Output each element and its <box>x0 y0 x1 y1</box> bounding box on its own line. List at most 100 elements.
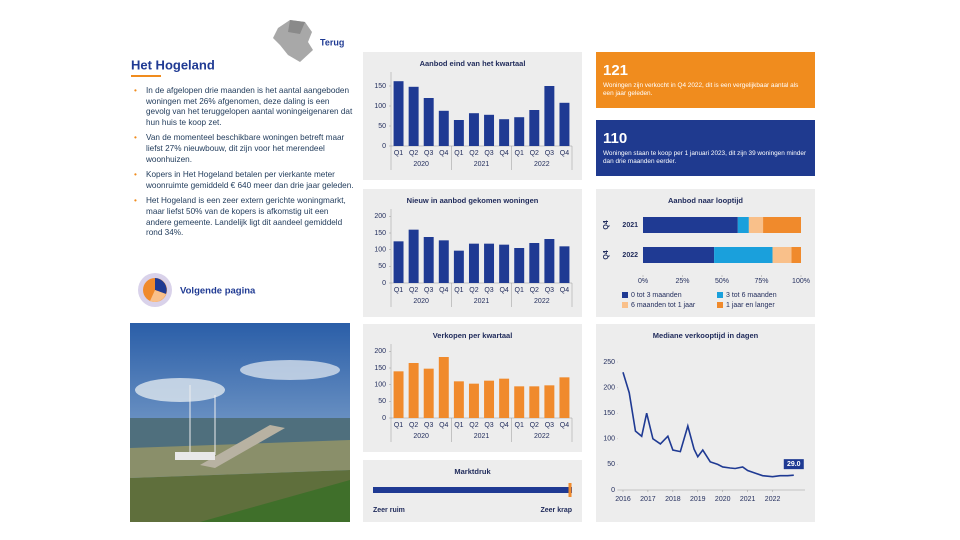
bullet: Van de momenteel beschikbare woningen be… <box>132 133 354 165</box>
back-link[interactable]: Terug <box>320 37 344 47</box>
bar <box>544 86 555 146</box>
x-tick-label: Q1 <box>515 287 524 294</box>
bar <box>423 98 434 146</box>
x-tick-label: Q1 <box>394 287 403 294</box>
y-tick-label: 150 <box>374 365 386 372</box>
chart-title: Nieuw in aanbod gekomen woningen <box>407 196 539 205</box>
kpi-text: Woningen staan te koop per 1 januari 202… <box>603 150 807 165</box>
kpi-text: Woningen zijn verkocht in Q4 2022, dit i… <box>603 82 799 97</box>
legend-swatch <box>622 292 628 298</box>
y-tick-label: 100 <box>374 382 386 389</box>
y-tick-label: 50 <box>378 263 386 270</box>
bullet-list: In de afgelopen drie maanden is het aant… <box>132 86 354 244</box>
y-tick-label: 200 <box>374 213 386 220</box>
bar <box>529 386 540 418</box>
bullet-text: In de afgelopen drie maanden is het aant… <box>146 86 353 127</box>
y-tick-label: 150 <box>603 410 615 417</box>
bar <box>484 380 495 418</box>
chart-title: Verkopen per kwartaal <box>433 331 513 340</box>
kpi-card: 121 Woningen zijn verkocht in Q4 2022, di… <box>596 52 815 108</box>
group-label: 2021 <box>474 161 490 168</box>
x-tick-label: Q3 <box>545 150 554 157</box>
bar <box>423 237 434 283</box>
x-tick-label: Q4 <box>499 287 508 294</box>
x-tick-label: Q3 <box>424 287 433 294</box>
x-tick-label: Q3 <box>424 150 433 157</box>
bullet-text: Kopers in Het Hogeland betalen per vierk… <box>146 170 354 190</box>
x-tick-label: Q1 <box>515 422 524 429</box>
bar <box>438 110 449 146</box>
x-tick-label: Q1 <box>515 150 524 157</box>
x-tick-label: Q1 <box>454 287 463 294</box>
line <box>622 372 794 478</box>
group-label: 2020 <box>413 161 429 168</box>
bar <box>514 386 525 418</box>
next-link[interactable]: Volgende pagina <box>180 286 256 297</box>
bar <box>393 241 404 283</box>
bar <box>484 243 495 283</box>
x-tick-label: 75% <box>754 278 768 285</box>
y-tick-label: 100 <box>374 247 386 254</box>
bar <box>559 377 570 418</box>
row-prefix: Q4 <box>603 250 610 259</box>
x-tick-label: Q1 <box>454 150 463 157</box>
page-title: Het Hogeland <box>131 57 215 72</box>
x-tick-label: Q4 <box>439 150 448 157</box>
x-tick-label: Q2 <box>530 150 539 157</box>
x-tick-label: Q2 <box>409 287 418 294</box>
y-tick-label: 200 <box>603 384 615 391</box>
kpi-card: 110 Woningen staan te koop per 1 januari … <box>596 120 815 176</box>
panel <box>596 324 815 522</box>
next-icon[interactable] <box>138 273 172 307</box>
legend-label: 6 maanden tot 1 jaar <box>631 302 696 309</box>
bar-segment <box>714 247 773 263</box>
bar <box>453 381 464 418</box>
x-tick-label: Q1 <box>394 150 403 157</box>
bar <box>559 102 570 146</box>
x-tick-label: 2020 <box>715 496 731 503</box>
x-tick-label: Q3 <box>424 422 433 429</box>
x-tick-label: 2022 <box>765 496 781 503</box>
bar <box>408 229 419 283</box>
y-tick-label: 0 <box>611 487 615 494</box>
bar-segment <box>763 217 801 233</box>
map-icon[interactable] <box>273 20 313 62</box>
bar <box>499 119 510 146</box>
bullet-text: Het Hogeland is een zeer extern gerichte… <box>146 196 346 238</box>
x-tick-label: Q4 <box>560 150 569 157</box>
bar-segment <box>748 217 764 233</box>
x-tick-label: 2021 <box>740 496 756 503</box>
legend-label: 1 jaar en langer <box>726 302 775 309</box>
y-tick-label: 50 <box>607 461 615 468</box>
row-label: 2021 <box>622 222 638 229</box>
x-tick-label: Q3 <box>545 422 554 429</box>
bar <box>484 114 495 146</box>
chart-title: Aanbod naar looptijd <box>668 196 743 205</box>
x-tick-label: Q4 <box>439 287 448 294</box>
x-tick-label: Q4 <box>560 422 569 429</box>
x-tick-label: Q4 <box>499 150 508 157</box>
x-tick-label: Q2 <box>530 422 539 429</box>
bar <box>408 86 419 146</box>
bar <box>468 113 479 146</box>
x-tick-label: 100% <box>792 278 810 285</box>
bar <box>529 110 540 146</box>
x-tick-label: 2019 <box>690 496 706 503</box>
y-tick-label: 50 <box>378 398 386 405</box>
bar <box>408 363 419 418</box>
group-label: 2020 <box>413 433 429 440</box>
bar <box>499 244 510 283</box>
chart-title: Aanbod eind van het kwartaal <box>420 59 526 68</box>
row-prefix: Q4 <box>603 220 610 229</box>
bar <box>514 117 525 146</box>
bar <box>423 368 434 418</box>
label-box <box>783 459 804 470</box>
x-tick-label: 25% <box>675 278 689 285</box>
bar <box>453 120 464 146</box>
x-tick-label: Q2 <box>409 150 418 157</box>
bar-segment <box>791 247 801 263</box>
bullet: In de afgelopen drie maanden is het aant… <box>132 86 354 128</box>
bar-segment <box>643 247 715 263</box>
chart-title: Marktdruk <box>454 467 491 476</box>
